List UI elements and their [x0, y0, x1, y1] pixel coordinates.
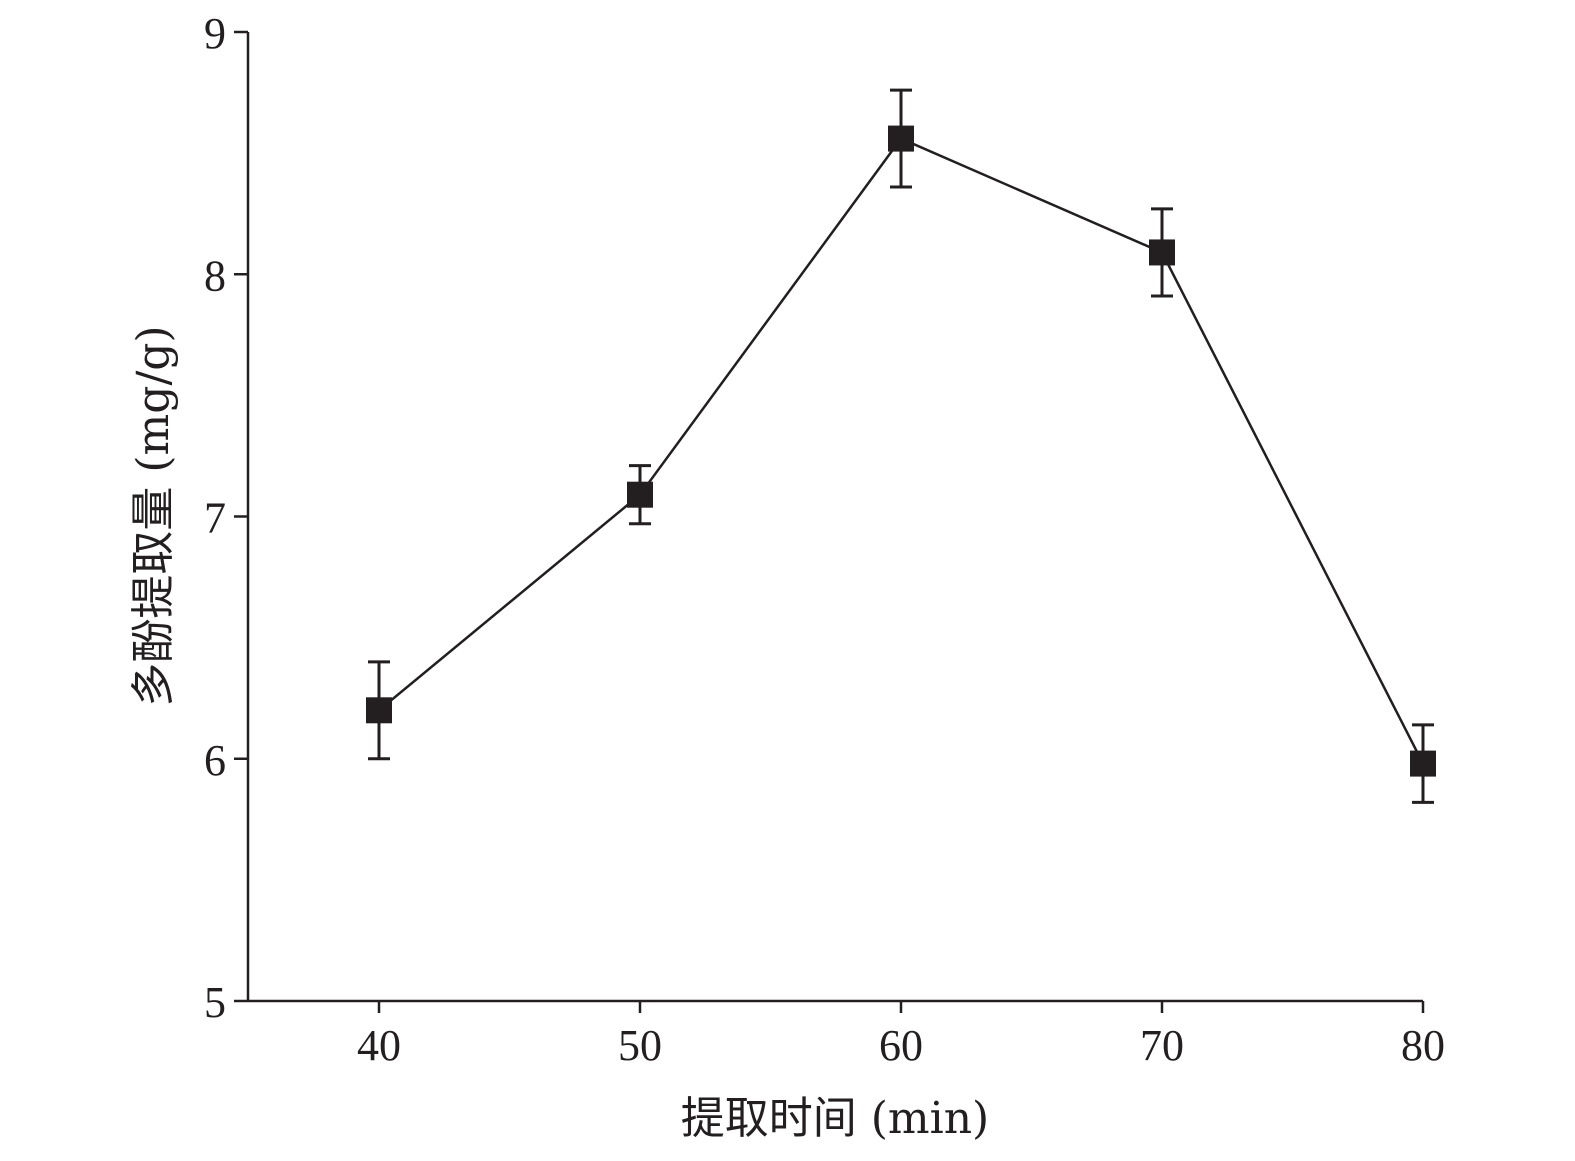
x-tick-label: 80: [1401, 1021, 1445, 1070]
x-tick-label: 40: [357, 1021, 401, 1070]
data-point: [888, 125, 914, 152]
data-point: [1149, 239, 1175, 266]
y-tick-label: 8: [204, 251, 226, 300]
data-point: [366, 697, 392, 724]
y-tick-label: 5: [204, 978, 226, 1027]
y-tick-label: 7: [204, 494, 226, 543]
y-axis: 5 6 7 8 9: [204, 9, 250, 1027]
x-axis-title: 提取时间 (min): [681, 1093, 989, 1144]
x-axis: 40 50 60 70 80: [248, 999, 1445, 1070]
series-line: [378, 137, 1425, 765]
data-point: [1410, 750, 1436, 777]
x-tick-label: 70: [1140, 1021, 1184, 1070]
x-tick-label: 50: [618, 1021, 662, 1070]
y-tick-label: 9: [204, 9, 226, 58]
y-axis-title: 多酚提取量 (mg/g): [128, 325, 179, 706]
x-tick-label: 60: [879, 1021, 923, 1070]
data-point: [627, 481, 653, 508]
plot-area: [366, 88, 1436, 804]
y-tick-label: 6: [204, 736, 226, 785]
